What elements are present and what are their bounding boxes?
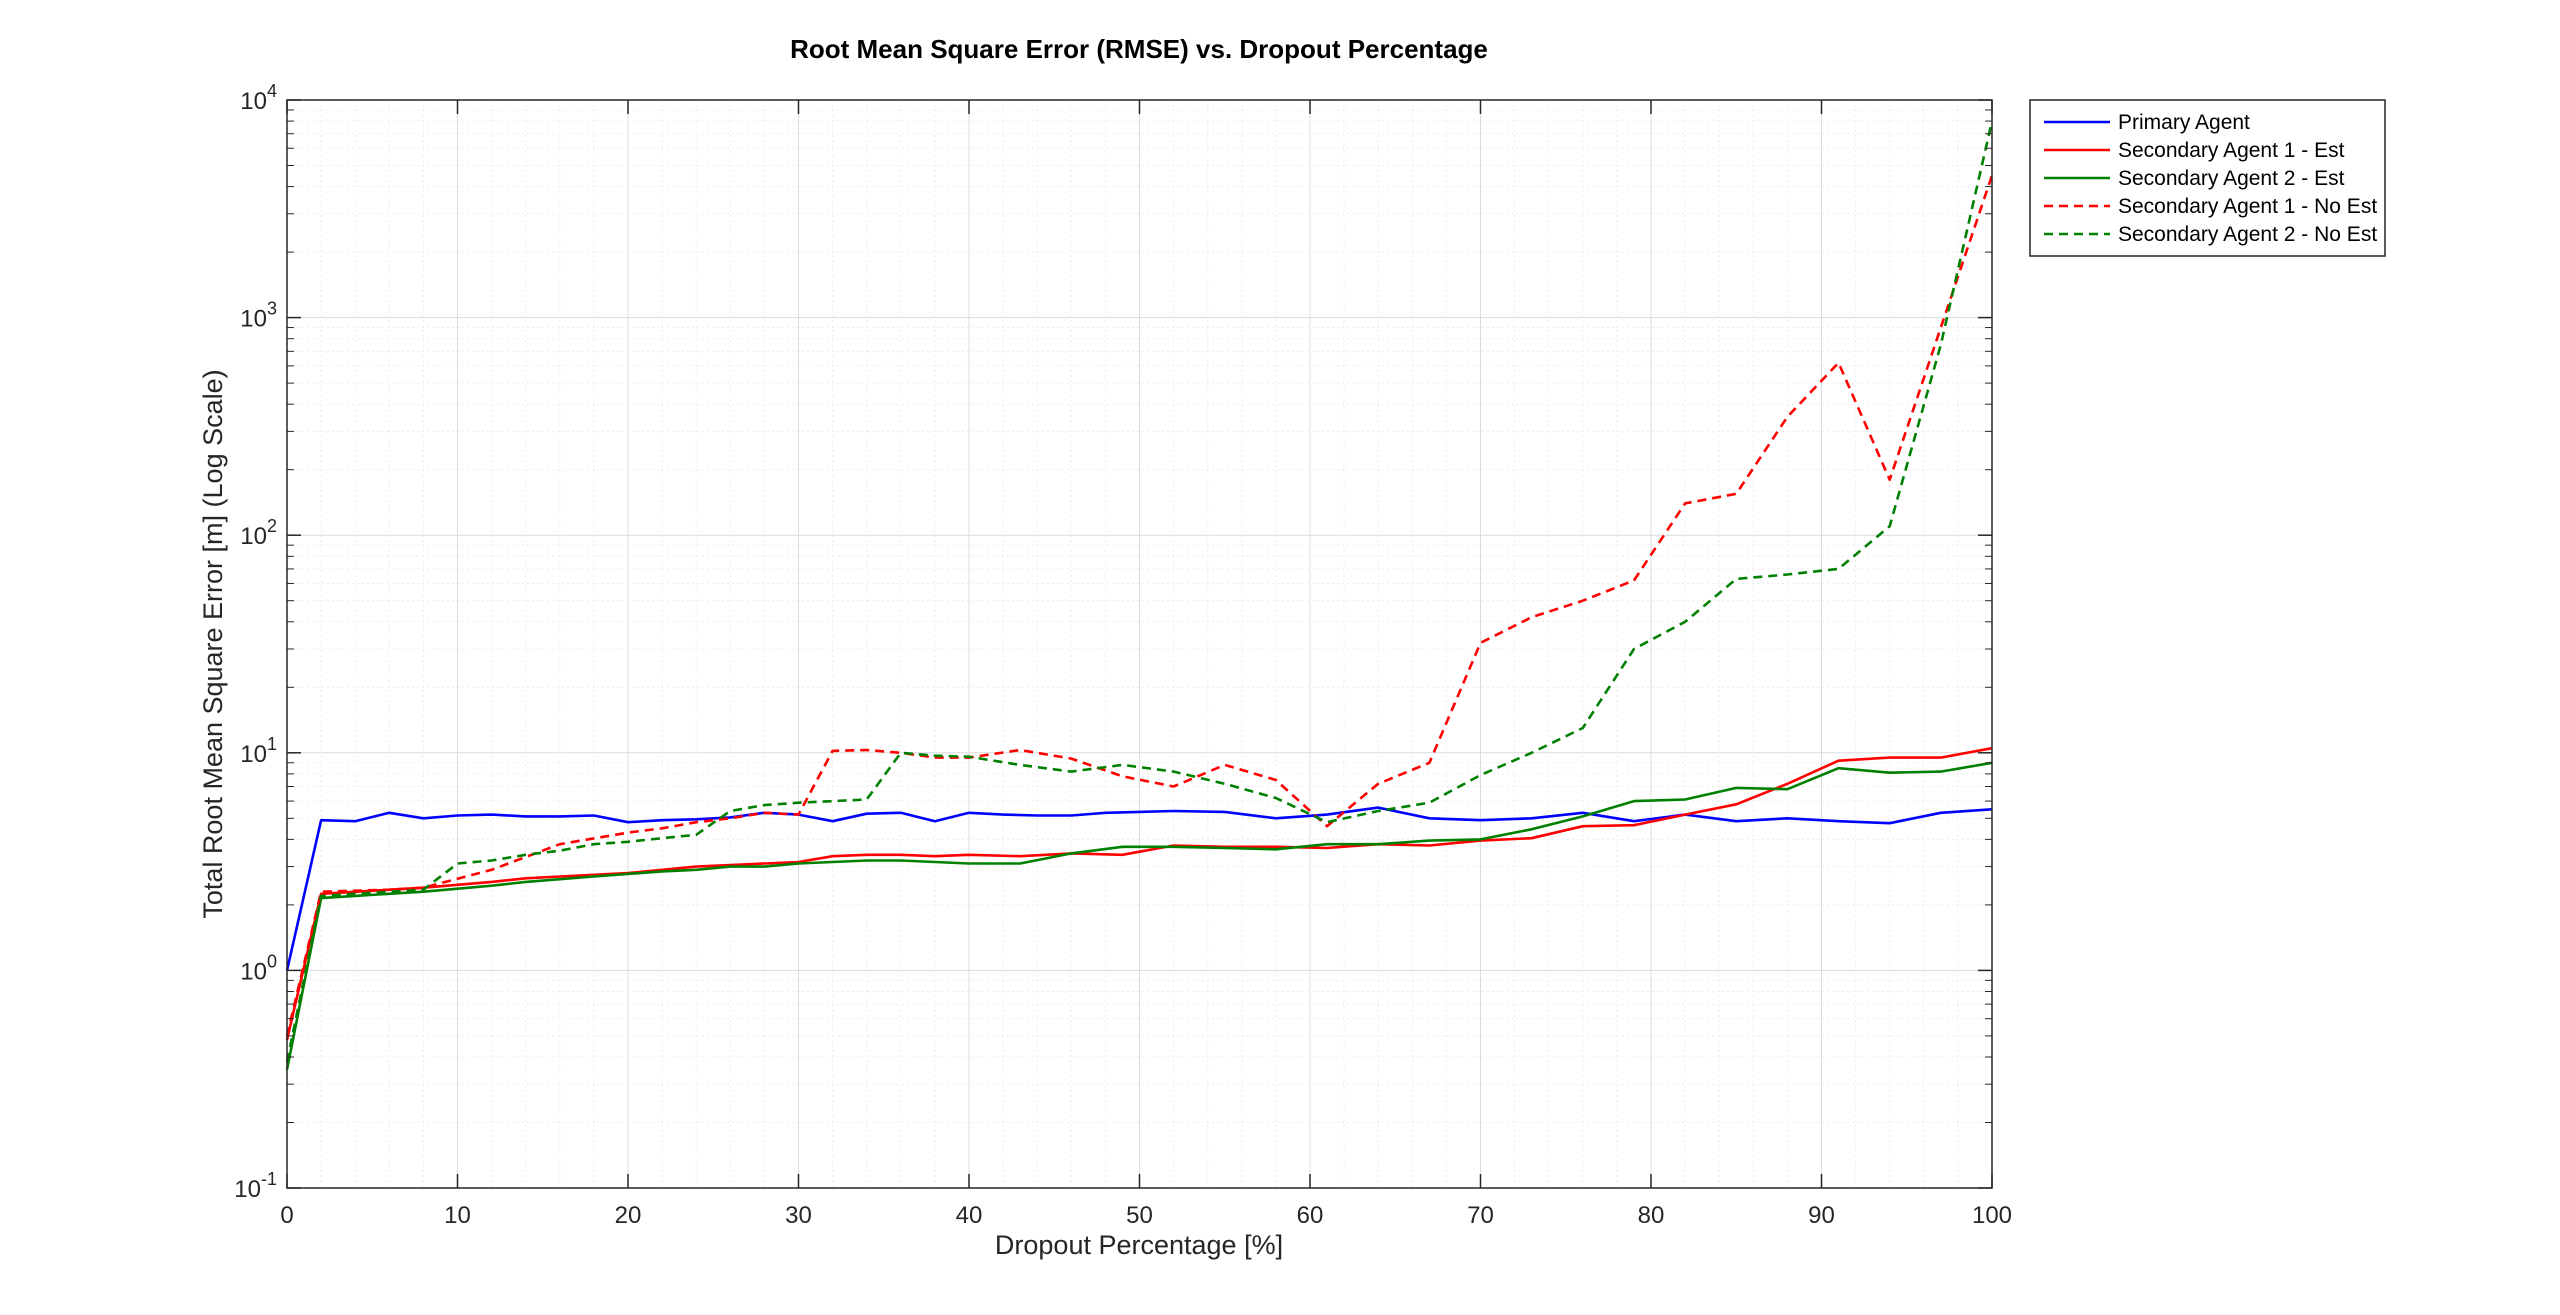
x-tick-label: 10 bbox=[444, 1202, 471, 1229]
series-line-1 bbox=[285, 806, 1993, 971]
legend-entry-4: Secondary Agent 1 - No Est bbox=[2118, 195, 2377, 218]
x-tick-label: 90 bbox=[1808, 1202, 1835, 1229]
x-tick-label: 70 bbox=[1467, 1202, 1494, 1229]
x-axis: 0 10 20 30 40 50 60 70 80 90 100 bbox=[280, 100, 2012, 1229]
series-line-3 bbox=[285, 761, 1993, 1070]
y-tick-label: 104 bbox=[240, 81, 277, 115]
x-tick-label: 60 bbox=[1297, 1202, 1324, 1229]
minor-grid bbox=[287, 100, 1992, 1188]
x-axis-label: Dropout Percentage [%] bbox=[995, 1230, 1283, 1260]
series-line-2 bbox=[285, 746, 1993, 1041]
x-tick-label: 100 bbox=[1972, 1202, 2012, 1229]
y-axis-label: Total Root Mean Square Error [m] (Log Sc… bbox=[198, 369, 228, 918]
x-tick-label: 30 bbox=[785, 1202, 812, 1229]
y-tick-label: 101 bbox=[240, 734, 277, 768]
chart-title: Root Mean Square Error (RMSE) vs. Dropou… bbox=[790, 34, 1488, 64]
x-tick-label: 50 bbox=[1126, 1202, 1153, 1229]
legend-entry-3: Secondary Agent 2 - Est bbox=[2118, 167, 2345, 190]
x-tick-label: 20 bbox=[615, 1202, 642, 1229]
series-line-5 bbox=[285, 120, 1994, 1063]
legend-entry-2: Secondary Agent 1 - Est bbox=[2118, 139, 2345, 162]
y-axis: 10-1 100 101 102 103 104 bbox=[234, 81, 1992, 1203]
y-tick-label: 100 bbox=[240, 951, 277, 985]
legend: Primary Agent Secondary Agent 1 - Est Seco… bbox=[2029, 99, 2386, 257]
y-tick-label: 10-1 bbox=[234, 1169, 277, 1203]
series-layer bbox=[285, 120, 1994, 1070]
y-tick-label: 102 bbox=[240, 516, 277, 550]
legend-entry-5: Secondary Agent 2 - No Est bbox=[2118, 223, 2377, 246]
x-tick-label: 0 bbox=[280, 1202, 293, 1229]
legend-entry-1: Primary Agent bbox=[2118, 111, 2250, 134]
x-tick-label: 40 bbox=[956, 1202, 983, 1229]
series-line-4 bbox=[285, 175, 1994, 1037]
x-tick-label: 80 bbox=[1638, 1202, 1665, 1229]
y-tick-label: 103 bbox=[240, 299, 277, 333]
